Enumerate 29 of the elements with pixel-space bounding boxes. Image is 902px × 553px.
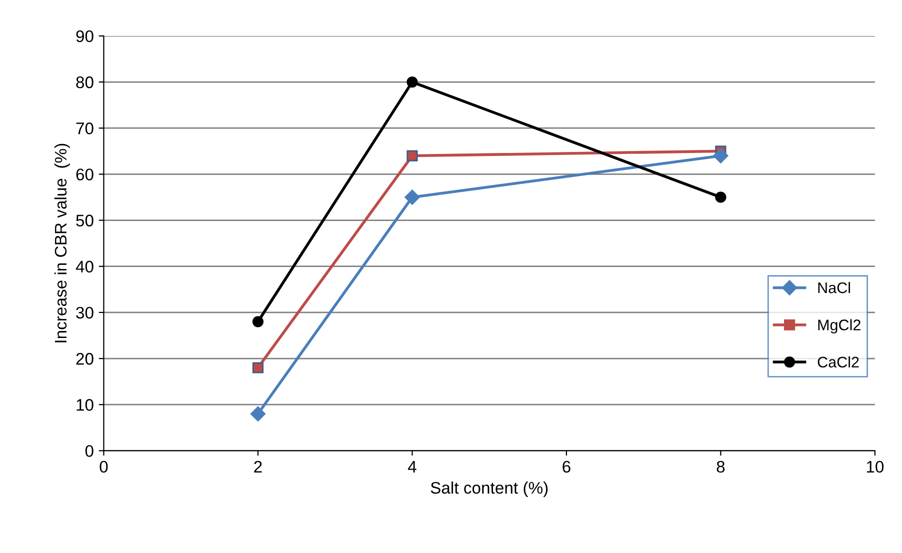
- point: [406, 76, 418, 88]
- y-tick-label: 70: [76, 122, 94, 134]
- y-tick-label: 40: [76, 260, 94, 273]
- point: [250, 406, 266, 422]
- y-axis-title: Increase in CBR value (%): [54, 144, 70, 342]
- y-tick-label: 90: [76, 30, 94, 42]
- y-tick-label: 20: [76, 352, 94, 365]
- x-axis-title: Salt content (%): [430, 482, 548, 498]
- x-tick-label: 8: [716, 460, 725, 473]
- legend-label: MgCl2: [818, 319, 860, 334]
- point: [406, 150, 418, 162]
- y-tick-label: 0: [85, 445, 94, 457]
- x-tick-label: 10: [866, 460, 884, 473]
- x-tick-label: 6: [562, 460, 570, 473]
- x-tick-label: 0: [100, 460, 108, 473]
- y-tick-label: 60: [76, 168, 94, 180]
- x-tick-label: 2: [254, 460, 262, 472]
- y-tick-label: 50: [76, 214, 94, 226]
- point: [252, 316, 264, 328]
- x-tick-label: 4: [408, 461, 416, 472]
- point: [252, 362, 264, 374]
- legend-label: NaCl: [818, 282, 850, 294]
- point: [715, 192, 726, 203]
- point: [713, 148, 728, 164]
- legend-label: CaCl2: [818, 356, 859, 368]
- point: [404, 190, 420, 205]
- y-tick-label: 80: [76, 76, 94, 88]
- y-tick-label: 30: [76, 306, 94, 319]
- y-tick-label: 10: [76, 399, 94, 411]
